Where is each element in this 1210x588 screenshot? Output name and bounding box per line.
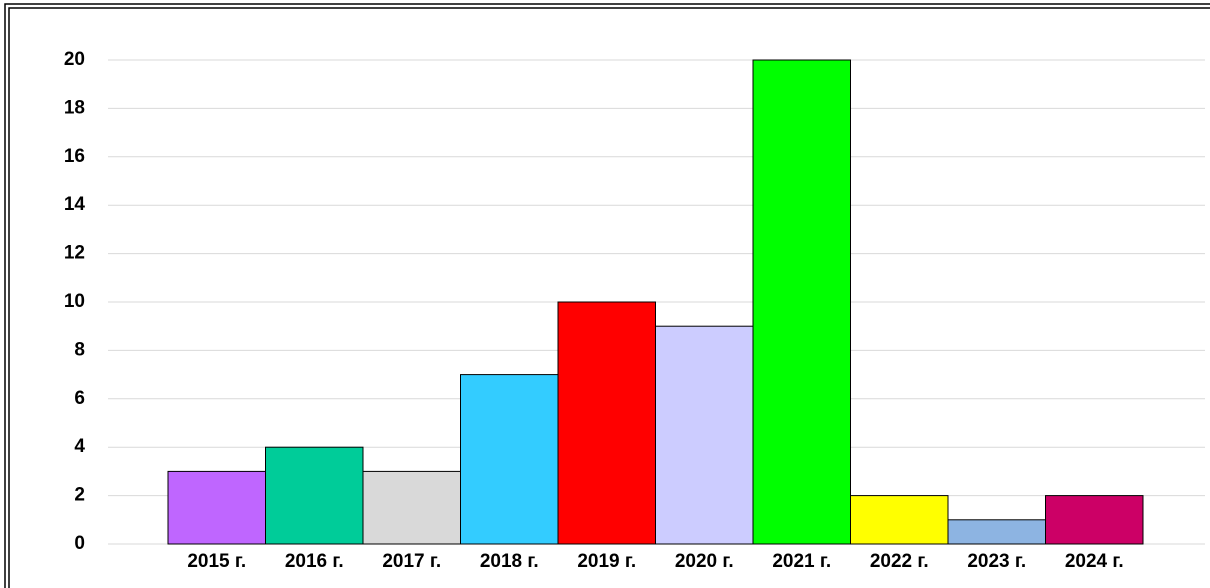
y-tick-label: 8 — [74, 339, 85, 360]
x-tick-label: 2015 г. — [187, 551, 246, 572]
x-tick-label: 2023 г. — [967, 551, 1026, 572]
bar — [655, 325, 754, 545]
y-tick-label: 12 — [64, 243, 85, 264]
y-tick-label: 0 — [74, 533, 85, 554]
y-tick-label: 18 — [64, 97, 85, 118]
bar — [362, 470, 461, 545]
bar — [265, 446, 364, 545]
bar — [1045, 495, 1144, 545]
x-tick-label: 2022 г. — [870, 551, 929, 572]
bar — [752, 59, 851, 545]
y-tick-label: 20 — [64, 49, 85, 70]
bar — [167, 470, 266, 545]
bar — [850, 495, 949, 545]
bar — [460, 374, 559, 545]
y-tick-label: 6 — [74, 388, 85, 409]
x-tick-label: 2024 г. — [1065, 551, 1124, 572]
y-tick-label: 16 — [64, 146, 85, 167]
x-tick-label: 2020 г. — [675, 551, 734, 572]
y-tick-label: 10 — [64, 291, 85, 312]
y-tick-label: 14 — [64, 194, 86, 215]
x-tick-label: 2021 г. — [772, 551, 831, 572]
x-tick-label: 2017 г. — [382, 551, 441, 572]
x-tick-label: 2018 г. — [480, 551, 539, 572]
x-tick-label: 2016 г. — [285, 551, 344, 572]
x-tick-label: 2019 г. — [577, 551, 636, 572]
frame-outer — [4, 3, 1210, 588]
bar — [557, 301, 656, 545]
y-tick-label: 2 — [74, 485, 85, 506]
frame-inner — [8, 7, 1210, 588]
y-tick-label: 4 — [74, 436, 85, 457]
bar — [947, 519, 1046, 545]
